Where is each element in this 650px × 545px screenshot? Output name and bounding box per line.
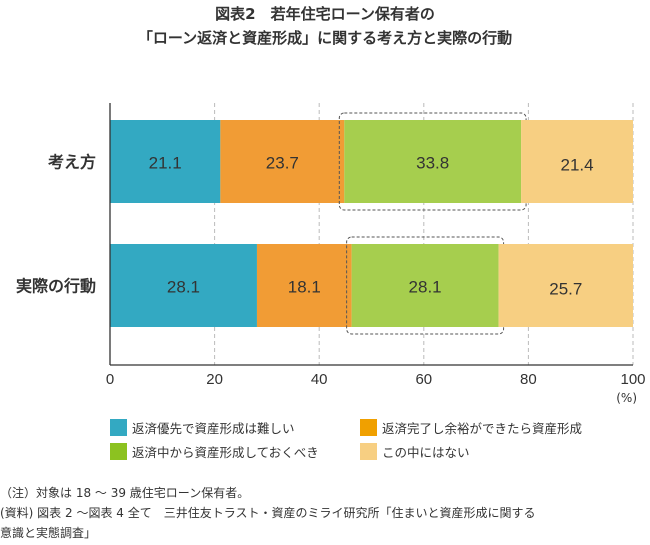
x-unit-label: (%) [616,391,637,405]
data-label: 18.1 [288,278,321,297]
bar-segment [344,120,522,203]
category-label: 考え方 [48,153,96,172]
legend-item-3: この中にはない [360,442,470,461]
legend-swatch [360,443,377,460]
x-tick-label: 100 [620,371,645,388]
stacked-bar-chart: 考え方 21.1 23.7 33.8 21.4 実際の行動 28.1 18.1 28.1 25.7… [16,103,646,405]
legend-item-2: 返済中から資産形成しておくべき [110,442,319,461]
highlight-box [346,236,505,335]
x-tick-label: 0 [106,371,114,388]
data-label: 21.4 [560,156,593,175]
legend-label: この中にはない [382,445,470,460]
bar-segment [110,244,257,327]
note-target: （注）対象は 18 ～ 39 歳住宅ローン保有者。 [0,486,250,500]
legend-swatch [110,443,127,460]
legend-item-1: 返済完了し余裕ができたら資産形成 [360,418,582,437]
bar-segment [110,120,221,203]
chart-subtitle: 「ローン返済と資産形成」に関する考え方と実際の行動 [137,29,513,47]
legend-item-0: 返済優先で資産形成は難しい [110,418,295,437]
data-label: 28.1 [409,278,442,297]
data-label: 33.8 [416,154,449,173]
legend-swatch [360,419,377,436]
x-tick-label: 60 [415,371,432,388]
note-source-cont: 意識と実態調査」 [0,526,97,540]
legend-label: 返済中から資産形成しておくべき [132,445,319,460]
data-label: 28.1 [167,278,200,297]
chart-title: 図表2 若年住宅ローン保有者の [215,5,435,23]
category-label: 実際の行動 [16,277,96,296]
bar-segment [256,244,352,327]
bar-segment [351,244,499,327]
legend-swatch [110,419,127,436]
x-tick-label: 80 [520,371,537,388]
legend-label: 返済完了し余裕ができたら資産形成 [382,421,583,436]
data-label: 23.7 [266,154,299,173]
bar-segment [498,244,633,327]
data-label: 21.1 [149,154,182,173]
x-tick-label: 20 [206,371,223,388]
note-source: (資料) 図表 2 ～図表 4 全て 三井住友トラスト・資産のミライ研究所「住ま… [0,506,536,520]
x-tick-label: 40 [311,371,328,388]
data-label: 25.7 [549,280,582,299]
bar-segment [521,120,633,203]
bar-segment [220,120,345,203]
legend-label: 返済優先で資産形成は難しい [132,421,295,436]
